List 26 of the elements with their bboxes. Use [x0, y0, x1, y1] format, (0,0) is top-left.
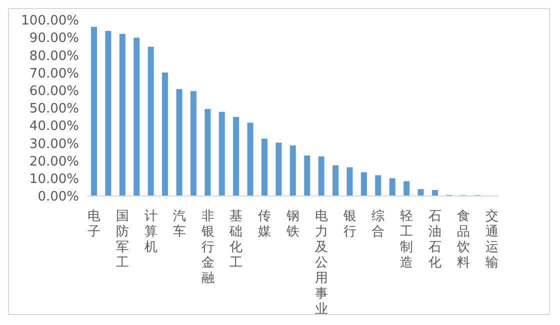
y-tick-label: 10.00%	[29, 172, 79, 188]
x-tick-label: 传媒	[258, 209, 272, 240]
x-tick-label: 国防军工	[116, 209, 130, 270]
y-tick-label: 90.00%	[29, 31, 79, 46]
y-tick-label: 60.00%	[29, 84, 79, 100]
x-tick-label: 计算机	[144, 209, 158, 255]
x-tick-label: 非银行金融	[200, 209, 214, 286]
x-tick-label: 汽车	[172, 209, 186, 240]
y-tick-label: 70.00%	[29, 66, 79, 82]
x-tick-label: 电力及公用事业	[314, 209, 328, 317]
x-tick-label: 食品饮料	[456, 209, 470, 270]
x-tick-label: 综合	[372, 209, 385, 240]
x-tick-label: 基础化工	[228, 209, 243, 270]
x-tick-label: 交通运输	[485, 208, 498, 270]
x-tick-label: 钢铁	[286, 209, 300, 240]
y-tick-label: 80.00%	[29, 48, 79, 64]
x-tick-label: 轻工制造	[400, 209, 414, 270]
x-tick-label: 银行	[342, 209, 356, 240]
y-tick-label: 20.00%	[29, 154, 79, 170]
y-tick-label: 50.00%	[29, 102, 79, 117]
y-tick-label: 0.00%	[38, 190, 79, 205]
x-tick-label: 石油石化	[428, 209, 442, 270]
y-tick-label: 100.00%	[21, 14, 79, 29]
y-tick-label: 40.00%	[29, 119, 79, 134]
x-tick-label: 电子	[88, 209, 101, 240]
y-tick-label: 30.00%	[29, 136, 79, 152]
